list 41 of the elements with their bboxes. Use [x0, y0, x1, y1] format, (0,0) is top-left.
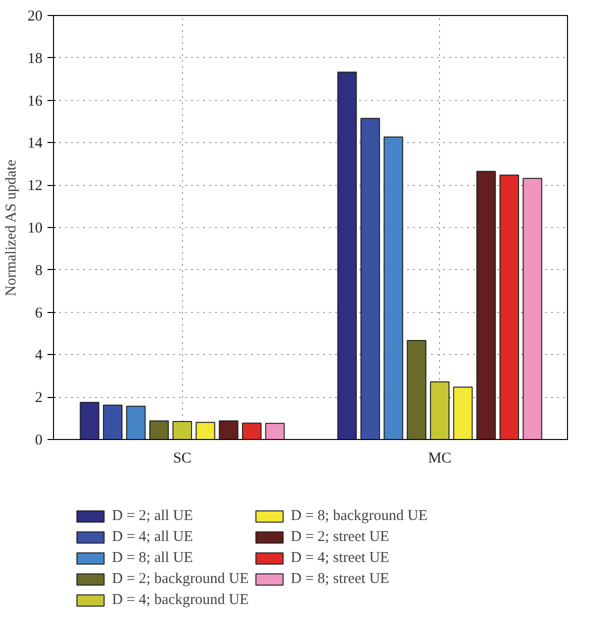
- bar: [360, 118, 380, 440]
- bar: [218, 420, 238, 440]
- legend-label: D = 2; street UE: [290, 528, 390, 546]
- bar: [102, 404, 122, 440]
- y-axis-title: Normalized AS update: [4, 159, 20, 296]
- bar: [242, 422, 262, 440]
- legend-label: D = 8; all UE: [112, 549, 193, 567]
- y-tick-label: 6: [35, 305, 43, 322]
- legend-label: D = 8; background UE: [290, 507, 428, 525]
- legend-label: D = 4; street UE: [290, 549, 390, 567]
- legend-label: D = 4; all UE: [112, 528, 193, 546]
- bar: [453, 386, 473, 440]
- bar: [476, 170, 496, 440]
- legend-label: D = 2; background UE: [112, 570, 249, 588]
- y-tick-label: 4: [35, 348, 43, 364]
- bar: [149, 420, 169, 440]
- y-tick-label: 16: [28, 93, 43, 110]
- bar: [265, 422, 285, 440]
- bar: [522, 178, 542, 440]
- y-tick-label: 0: [35, 432, 42, 448]
- legend-label: D = 2; all UE: [112, 507, 193, 525]
- legend-label: D = 4; background UE: [112, 591, 249, 609]
- bar: [406, 340, 426, 440]
- bar: [172, 420, 192, 440]
- y-tick-label: 18: [28, 50, 42, 67]
- x-tick-label: MC: [428, 450, 452, 466]
- bar: [500, 174, 520, 440]
- y-tick-label: 2: [35, 390, 42, 406]
- legend-label: D = 8; street UE: [290, 570, 390, 588]
- y-tick-label: 14: [28, 136, 43, 152]
- y-tick-label: 20: [28, 8, 42, 24]
- bar: [126, 406, 146, 440]
- y-tick-label: 10: [28, 220, 42, 236]
- y-tick-label: 8: [35, 262, 42, 279]
- bar: [80, 402, 100, 440]
- x-tick-label: SC: [173, 450, 192, 466]
- bar: [337, 72, 357, 440]
- bar: [430, 381, 450, 440]
- bar: [384, 136, 404, 440]
- y-tick-label: 12: [28, 178, 42, 194]
- bar: [196, 422, 216, 440]
